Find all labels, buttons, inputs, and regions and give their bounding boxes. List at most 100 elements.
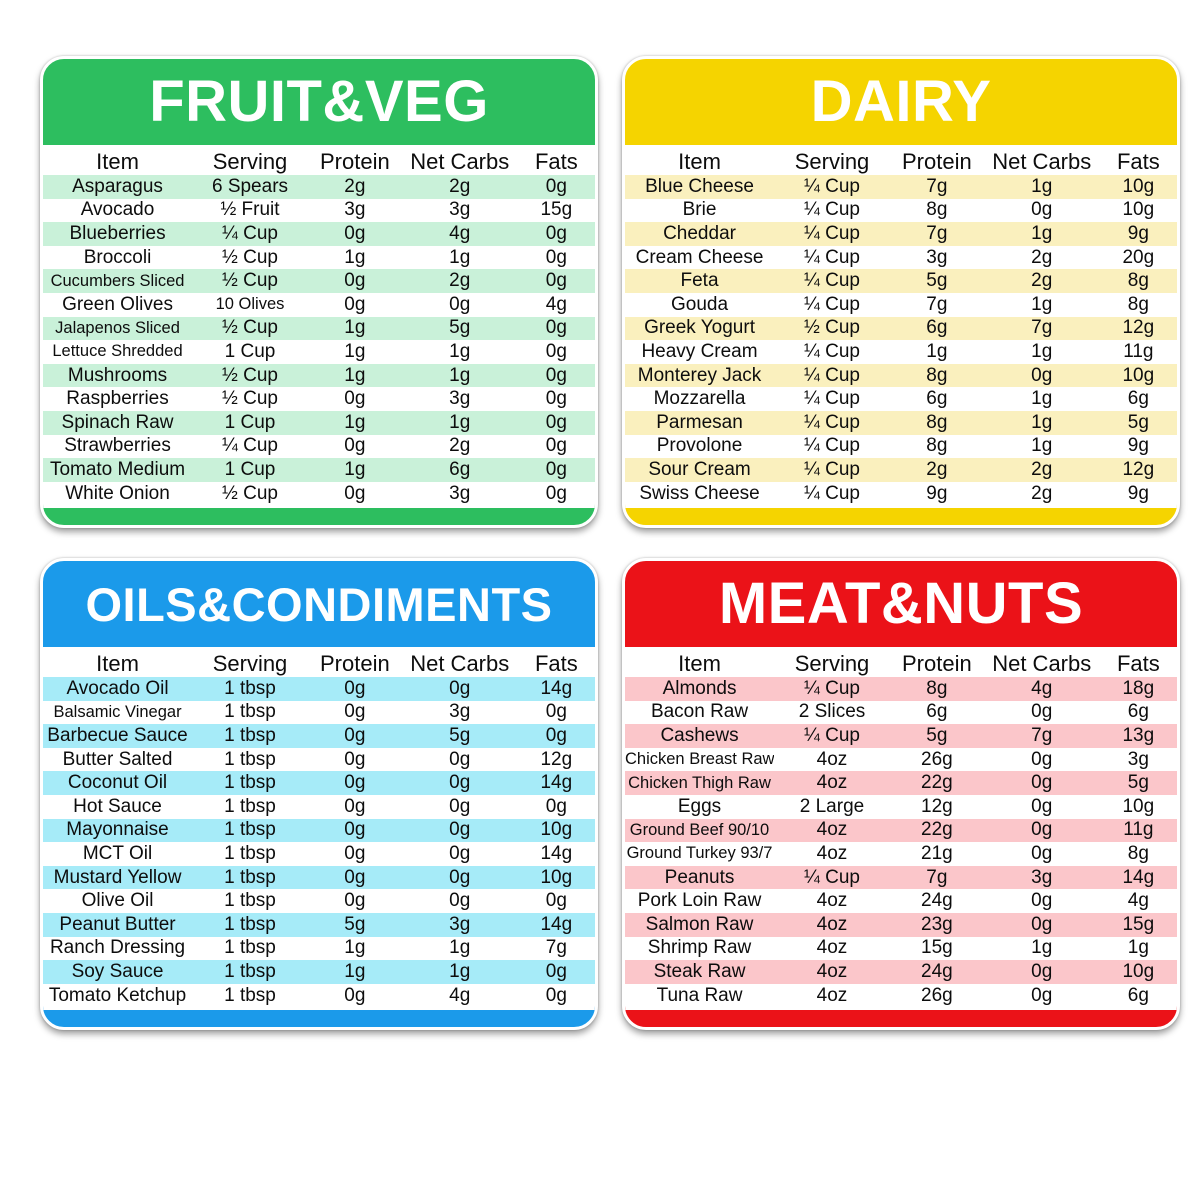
protein-cell: 0g	[344, 772, 366, 794]
item-cell: Brie	[682, 199, 717, 221]
item-cell: Greek Yogurt	[644, 317, 755, 339]
table-row: Chicken Thigh Raw 4oz 22g 0g 5g	[625, 771, 1177, 795]
table-row: White Onion ½ Cup 0g 3g 0g	[43, 482, 595, 506]
table-row: Balsamic Vinegar 1 tbsp 0g 3g 0g	[43, 701, 595, 725]
protein-cell: 0g	[344, 293, 366, 315]
table-row: Cucumbers Sliced ½ Cup 0g 2g 0g	[43, 269, 595, 293]
protein-cell: 0g	[344, 388, 366, 410]
column-header: Protein	[902, 651, 972, 676]
serving-cell: ½ Fruit	[220, 199, 280, 221]
protein-cell: 0g	[344, 984, 366, 1006]
fats-cell: 14g	[540, 913, 573, 935]
protein-cell: 23g	[921, 913, 953, 935]
fats-cell: 0g	[545, 795, 567, 817]
serving-cell: ¼ Cup	[804, 293, 860, 315]
protein-cell: 24g	[921, 960, 953, 982]
item-cell: Jalapenos Sliced	[55, 318, 180, 337]
table-row: Almonds ¼ Cup 8g 4g 18g	[625, 677, 1177, 701]
net-carbs-cell: 3g	[449, 482, 471, 504]
fats-cell: 10g	[1122, 199, 1155, 221]
table-row: Butter Salted 1 tbsp 0g 0g 12g	[43, 748, 595, 772]
net-carbs-cell: 0g	[1031, 984, 1053, 1006]
protein-cell: 8g	[926, 364, 948, 386]
item-cell: Eggs	[677, 795, 722, 817]
item-cell: MCT Oil	[82, 842, 153, 864]
net-carbs-cell: 0g	[449, 293, 471, 315]
protein-cell: 0g	[344, 819, 366, 841]
protein-cell: 0g	[344, 482, 366, 504]
serving-cell: 4oz	[816, 772, 848, 794]
serving-cell: 1 Cup	[224, 411, 276, 433]
item-cell: Spinach Raw	[61, 411, 174, 433]
table-head: Item Serving Protein Net Carbs Fats	[43, 145, 595, 175]
fats-cell: 20g	[1122, 246, 1155, 268]
protein-cell: 5g	[926, 270, 948, 292]
protein-cell: 21g	[921, 842, 953, 864]
protein-cell: 7g	[926, 866, 948, 888]
net-carbs-cell: 1g	[449, 364, 471, 386]
fats-cell: 0g	[545, 388, 567, 410]
card-header-fruit-veg: FRUIT&VEG	[43, 59, 595, 145]
fats-cell: 0g	[545, 246, 567, 268]
item-cell: Avocado	[80, 199, 155, 221]
protein-cell: 0g	[344, 842, 366, 864]
item-cell: Blue Cheese	[645, 175, 754, 197]
net-carbs-cell: 3g	[449, 913, 471, 935]
fats-cell: 1g	[1127, 937, 1149, 959]
net-carbs-cell: 2g	[1031, 458, 1053, 480]
protein-cell: 1g	[344, 960, 366, 982]
net-carbs-cell: 0g	[449, 819, 471, 841]
serving-cell: ½ Cup	[222, 482, 278, 504]
net-carbs-cell: 0g	[449, 748, 471, 770]
table-row: Raspberries ½ Cup 0g 3g 0g	[43, 387, 595, 411]
item-cell: Swiss Cheese	[639, 482, 760, 504]
card-title-oils-condiments: OILS&CONDIMENTS	[85, 577, 553, 631]
table-row: Asparagus 6 Spears 2g 2g 0g	[43, 175, 595, 199]
net-carbs-cell: 0g	[1031, 748, 1053, 770]
serving-cell: ¼ Cup	[804, 677, 860, 699]
protein-cell: 0g	[344, 701, 366, 723]
fats-cell: 0g	[545, 340, 567, 362]
net-carbs-cell: 5g	[449, 317, 471, 339]
column-header: Protein	[320, 149, 390, 174]
net-carbs-cell: 0g	[449, 842, 471, 864]
serving-cell: ¼ Cup	[804, 364, 860, 386]
protein-cell: 0g	[344, 222, 366, 244]
protein-cell: 1g	[344, 411, 366, 433]
protein-cell: 1g	[344, 937, 366, 959]
column-header: Item	[678, 149, 721, 174]
table-row: Mayonnaise 1 tbsp 0g 0g 10g	[43, 818, 595, 843]
protein-cell: 12g	[921, 795, 953, 817]
item-cell: Ranch Dressing	[49, 937, 186, 959]
item-cell: Balsamic Vinegar	[53, 702, 182, 721]
protein-cell: 6g	[926, 388, 948, 410]
item-cell: Gouda	[671, 293, 729, 315]
fats-cell: 12g	[540, 748, 573, 770]
table-head: Item Serving Protein Net Carbs Fats	[625, 647, 1177, 677]
table-row: Pork Loin Raw 4oz 24g 0g 4g	[625, 889, 1177, 913]
net-carbs-cell: 0g	[1031, 960, 1053, 982]
table-row: Soy Sauce 1 tbsp 1g 1g 0g	[43, 960, 595, 984]
card-title-dairy: DAIRY	[810, 69, 992, 134]
net-carbs-cell: 0g	[1031, 364, 1053, 386]
item-cell: Monterey Jack	[637, 364, 762, 386]
column-header: Serving	[212, 651, 288, 676]
net-carbs-cell: 2g	[449, 435, 471, 457]
fats-cell: 3g	[1127, 748, 1149, 770]
card-dairy: DAIRY Item Serving Protein Net Carbs Fats Bl…	[622, 56, 1180, 528]
serving-cell: 4oz	[816, 890, 848, 912]
protein-cell: 1g	[344, 458, 366, 480]
protein-cell: 7g	[926, 293, 948, 315]
net-carbs-cell: 1g	[1031, 175, 1053, 197]
serving-cell: ¼ Cup	[222, 435, 278, 457]
net-carbs-cell: 4g	[449, 984, 471, 1006]
protein-cell: 5g	[926, 724, 948, 746]
table-row: Peanut Butter 1 tbsp 5g 3g 14g	[43, 912, 595, 937]
column-header: Serving	[794, 651, 870, 676]
protein-cell: 26g	[921, 984, 953, 1006]
serving-cell: 1 tbsp	[224, 724, 276, 746]
table-row: Spinach Raw 1 Cup 1g 1g 0g	[43, 410, 595, 435]
item-cell: Cashews	[660, 724, 739, 746]
column-header: Fats	[1116, 651, 1160, 676]
protein-cell: 2g	[926, 458, 948, 480]
